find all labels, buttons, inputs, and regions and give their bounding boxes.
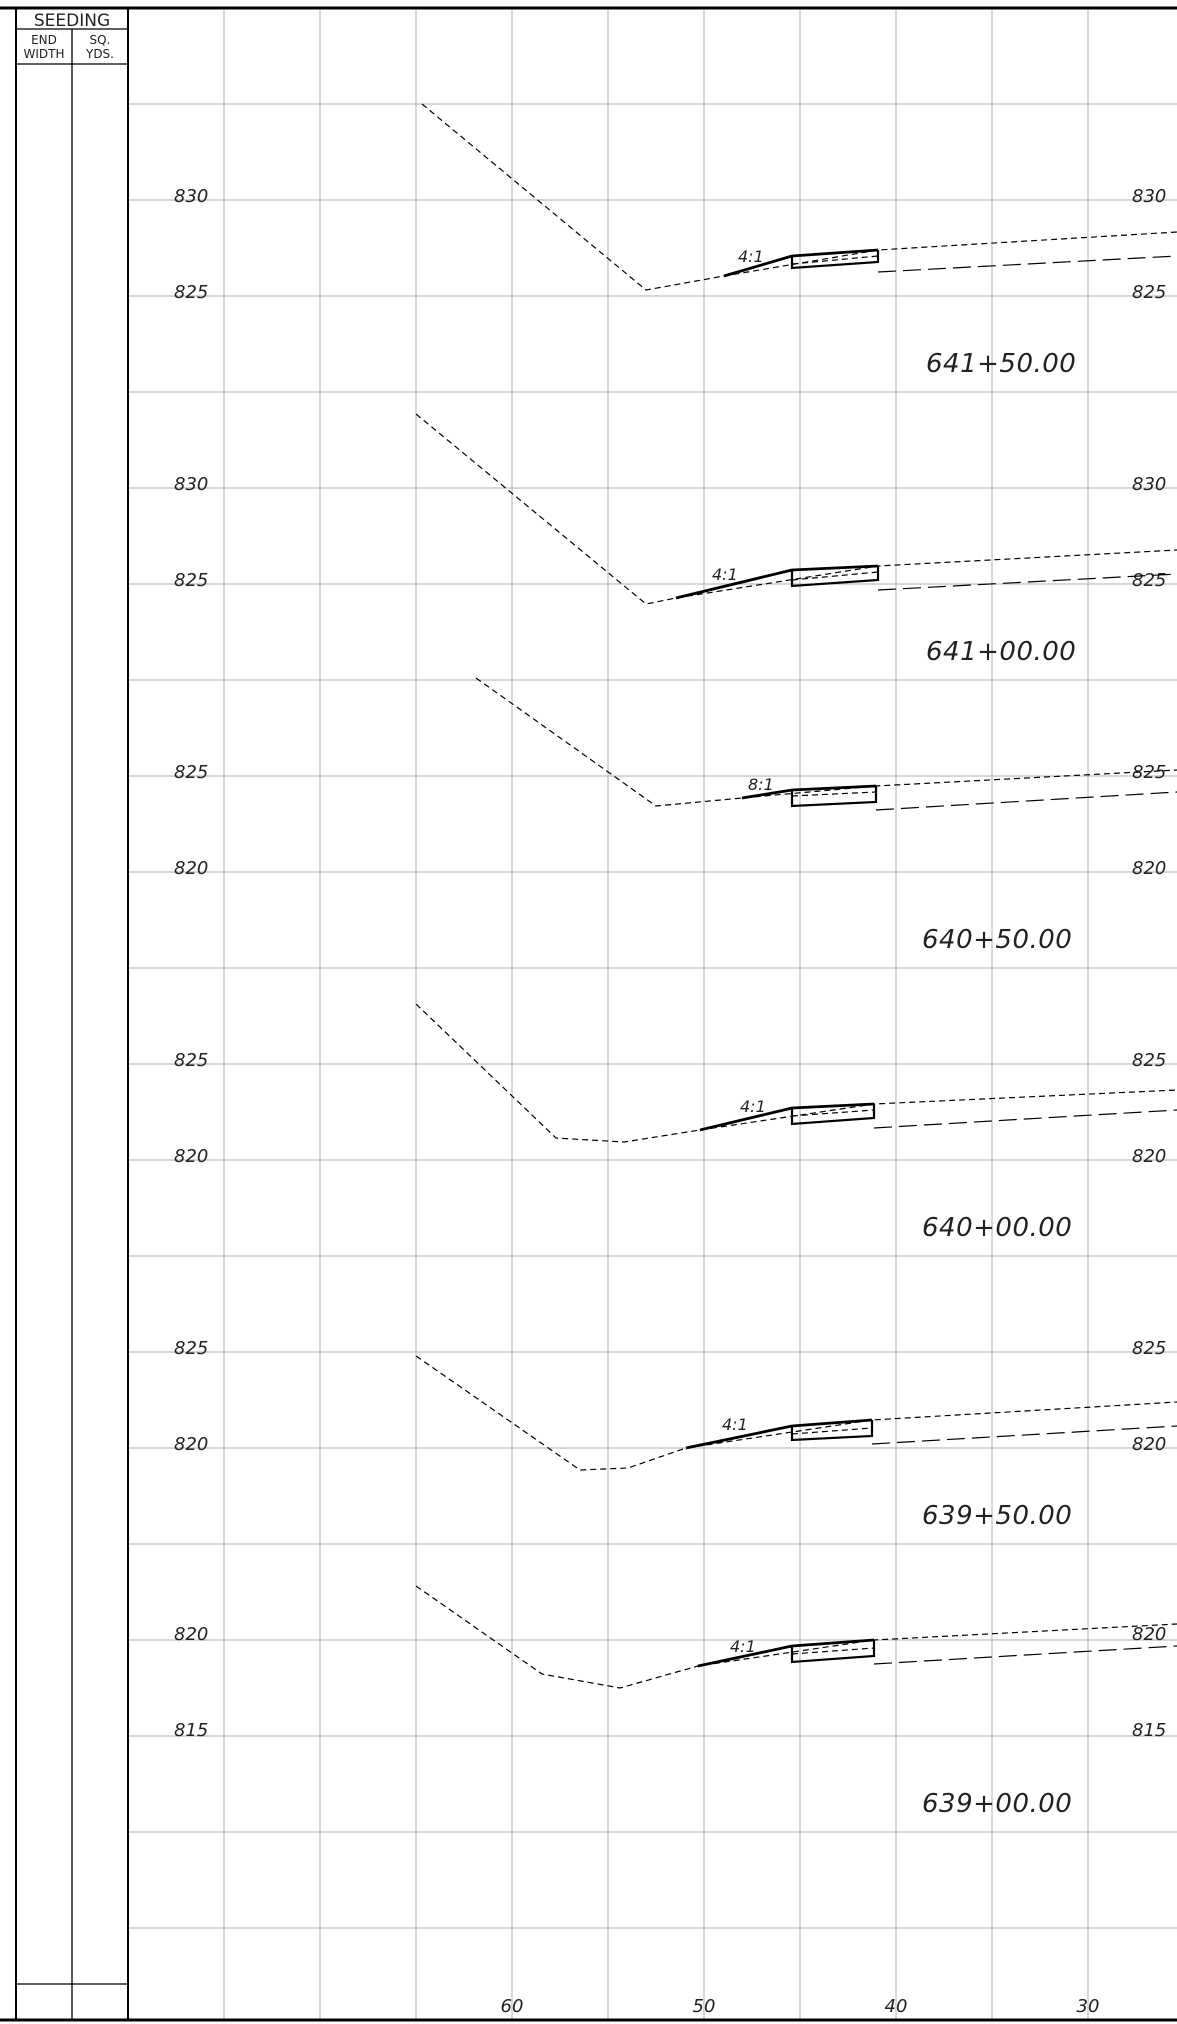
elevation-label: 820 [174,858,208,879]
pavement-inner-line [791,1647,875,1655]
pavement-inner-line [791,1109,875,1117]
elevation-label: 820 [1132,1146,1166,1167]
subgrade-line [873,1645,1177,1665]
offset-label: 60 [501,1996,524,2017]
elevation-label: 825 [174,1050,208,1071]
station-label: 639+00.00 [922,1789,1072,1819]
elevation-label: 815 [174,1720,208,1741]
existing-ground-line [475,677,1177,807]
sheet-border [0,6,1177,2022]
cross-section-2: 830 825 830 825 4:1 641+00.00 [174,413,1177,667]
existing-ground-line [415,1585,1177,1689]
station-label: 641+50.00 [926,349,1076,379]
pavement-box [790,566,880,588]
subgrade-line [873,1109,1177,1129]
elevation-label: 825 [174,1338,208,1359]
pavement-box [790,250,880,270]
elevation-label: 825 [174,282,208,303]
station-label: 640+50.00 [922,925,1072,955]
elevation-label: 825 [1132,762,1166,783]
elevation-label: 830 [1132,186,1166,207]
slope-label: 4:1 [738,247,764,266]
elevation-label: 815 [1132,1720,1166,1741]
cross-section-1: 830 825 830 825 4:1 641+50.00 [174,103,1177,379]
cross-section-5: 825 820 825 820 4:1 639+50.00 [174,1338,1177,1531]
elevation-label: 825 [1132,1050,1166,1071]
existing-ground-line [415,413,1177,605]
existing-ground-line [415,1003,1177,1143]
elevation-label: 820 [1132,1434,1166,1455]
seeding-table: SEEDING END WIDTH SQ. YDS. [16,11,128,2020]
elevation-label: 820 [174,1434,208,1455]
station-label: 640+00.00 [922,1213,1072,1243]
offset-label: 40 [885,1996,908,2017]
pavement-inner-line [791,1427,873,1435]
pavement-inner-line [791,571,879,581]
end-width-header-line2: WIDTH [24,47,65,61]
sq-yds-header-line2: YDS. [85,47,114,61]
end-width-header-line1: END [31,33,57,47]
elevation-label: 820 [1132,1624,1166,1645]
elevation-label: 825 [174,570,208,591]
elevation-label: 830 [1132,474,1166,495]
elevation-label: 825 [174,762,208,783]
slope-label: 8:1 [748,775,774,794]
subgrade-line [871,1425,1177,1445]
pavement-inner-line [791,255,879,265]
elevation-label: 825 [1132,1338,1166,1359]
subgrade-line [877,255,1177,273]
offset-axis: 60 50 40 30 [501,1996,1100,2017]
elevation-label: 825 [1132,570,1166,591]
grid [128,8,1177,2020]
slope-label: 4:1 [722,1415,748,1434]
pavement-inner-line [791,791,877,797]
cross-section-6: 820 815 820 815 4:1 639+00.00 [174,1585,1177,1819]
slope-label: 4:1 [730,1637,756,1656]
subgrade-line [875,791,1177,811]
pavement-box [790,786,878,808]
elevation-label: 820 [1132,858,1166,879]
cross-section-4: 825 820 825 820 4:1 640+00.00 [174,1003,1177,1243]
station-label: 641+00.00 [926,637,1076,667]
station-label: 639+50.00 [922,1501,1072,1531]
offset-label: 30 [1077,1996,1100,2017]
existing-ground-line [415,1355,1177,1471]
sq-yds-header-line1: SQ. [90,33,111,47]
elevation-label: 830 [174,474,208,495]
elevation-label: 830 [174,186,208,207]
seeding-title: SEEDING [34,11,110,31]
offset-label: 50 [693,1996,716,2017]
elevation-label: 820 [174,1624,208,1645]
cross-section-3: 825 820 825 820 8:1 640+50.00 [174,677,1177,955]
slope-label: 4:1 [712,565,738,584]
slope-label: 4:1 [740,1097,766,1116]
elevation-label: 820 [174,1146,208,1167]
elevation-label: 825 [1132,282,1166,303]
